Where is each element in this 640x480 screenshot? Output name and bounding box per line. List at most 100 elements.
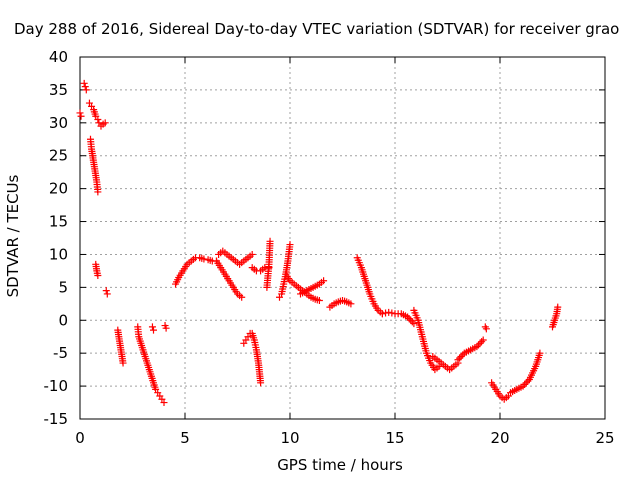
x-tick-label: 15 bbox=[385, 429, 404, 447]
data-point bbox=[103, 290, 111, 298]
x-tick-label: 25 bbox=[595, 429, 614, 447]
data-point-interp bbox=[476, 339, 484, 347]
data-point bbox=[519, 382, 527, 390]
x-tick-label: 20 bbox=[490, 429, 509, 447]
y-tick-label: -5 bbox=[53, 344, 68, 362]
data-point bbox=[102, 287, 110, 295]
x-tick-label: 0 bbox=[75, 429, 85, 447]
series-seg-s bbox=[297, 277, 328, 298]
y-axis-label: SDTVAR / TECUs bbox=[4, 174, 22, 297]
y-tick-label: 25 bbox=[49, 147, 68, 165]
series-seg-a bbox=[76, 109, 85, 120]
y-tick-label: 40 bbox=[49, 48, 68, 66]
data-point-interp bbox=[521, 380, 529, 388]
series-seg-x bbox=[429, 352, 462, 374]
data-point-interp bbox=[382, 309, 390, 317]
data-point bbox=[160, 399, 168, 407]
series-seg-ab bbox=[507, 349, 544, 397]
series-seg-c bbox=[85, 99, 109, 130]
series-seg-v bbox=[378, 308, 418, 328]
series-seg-r bbox=[282, 270, 323, 305]
data-point-interp bbox=[459, 351, 467, 359]
series-seg-q bbox=[276, 241, 294, 301]
data-point-interp bbox=[522, 379, 530, 387]
y-tick-label: 20 bbox=[49, 180, 68, 198]
data-point bbox=[536, 349, 544, 357]
data-point-interp bbox=[388, 309, 396, 317]
data-point bbox=[347, 300, 355, 308]
series-seg-y bbox=[454, 336, 487, 364]
ticks-layer bbox=[79, 56, 606, 420]
series-seg-b bbox=[80, 79, 90, 94]
data-point bbox=[385, 308, 393, 316]
data-point bbox=[266, 237, 274, 245]
y-tick-label: 35 bbox=[49, 81, 68, 99]
data-point bbox=[94, 272, 102, 280]
data-point-interp bbox=[457, 352, 465, 360]
y-tick-label: 30 bbox=[49, 114, 68, 132]
data-point bbox=[101, 119, 109, 127]
chart-title: Day 288 of 2016, Sidereal Day-to-day VTE… bbox=[14, 20, 619, 38]
y-tick-label: -10 bbox=[44, 377, 69, 395]
grid-layer bbox=[80, 57, 605, 419]
data-point bbox=[94, 188, 102, 196]
series-seg-l bbox=[213, 257, 246, 301]
x-tick-label: 5 bbox=[180, 429, 190, 447]
series-seg-d bbox=[87, 135, 102, 196]
data-point bbox=[200, 255, 208, 263]
series-seg-n bbox=[240, 329, 265, 387]
data-point bbox=[257, 379, 265, 387]
data-point bbox=[82, 86, 90, 94]
series-seg-k bbox=[172, 254, 220, 288]
y-tick-label: 15 bbox=[49, 213, 68, 231]
data-point bbox=[479, 336, 487, 344]
data-point bbox=[454, 356, 462, 364]
data-point-interp bbox=[478, 338, 486, 346]
series-seg-g bbox=[114, 326, 127, 367]
series-seg-i bbox=[148, 323, 157, 334]
data-point-interp bbox=[405, 315, 413, 323]
data-point bbox=[238, 293, 246, 301]
data-point bbox=[482, 325, 490, 333]
data-point bbox=[378, 310, 386, 318]
data-point bbox=[473, 343, 481, 351]
data-point bbox=[315, 297, 323, 305]
data-point bbox=[80, 79, 88, 87]
series-seg-t bbox=[326, 297, 355, 311]
data-point bbox=[410, 320, 418, 328]
y-tick-label: -15 bbox=[44, 410, 69, 428]
series-seg-w bbox=[410, 306, 443, 374]
data-point-interp bbox=[408, 318, 416, 326]
series-seg-j bbox=[161, 322, 170, 332]
series-seg-aa bbox=[488, 379, 512, 403]
series-seg-ac bbox=[549, 303, 562, 331]
data-point-interp bbox=[456, 354, 464, 362]
data-point-interp bbox=[524, 377, 532, 385]
series-seg-u bbox=[353, 254, 386, 318]
series-seg-p bbox=[263, 237, 274, 291]
data-point bbox=[150, 326, 157, 334]
x-tick-label: 10 bbox=[280, 429, 299, 447]
x-axis-label: GPS time / hours bbox=[277, 456, 403, 474]
plot-frame bbox=[79, 56, 606, 420]
series-seg-m bbox=[215, 247, 256, 268]
data-point bbox=[77, 112, 85, 120]
y-tick-label: 5 bbox=[58, 278, 68, 296]
data-point-interp bbox=[474, 341, 482, 349]
data-points bbox=[76, 79, 562, 407]
data-point bbox=[320, 277, 328, 285]
data-point bbox=[404, 313, 412, 321]
series-seg-f bbox=[102, 287, 111, 298]
data-point bbox=[554, 303, 562, 311]
y-tick-labels: -15 -10 -5 0 5 10 15 20 25 30 35 40 bbox=[44, 48, 69, 428]
data-point-interp bbox=[407, 316, 415, 324]
data-point bbox=[81, 83, 89, 91]
series-seg-h bbox=[134, 323, 168, 407]
data-point bbox=[162, 324, 170, 332]
y-tick-label: 10 bbox=[49, 245, 68, 263]
data-point bbox=[119, 359, 127, 367]
data-point bbox=[94, 116, 102, 124]
x-tick-labels: 0 5 10 15 20 25 bbox=[75, 429, 614, 447]
series-seg-z bbox=[481, 323, 490, 333]
